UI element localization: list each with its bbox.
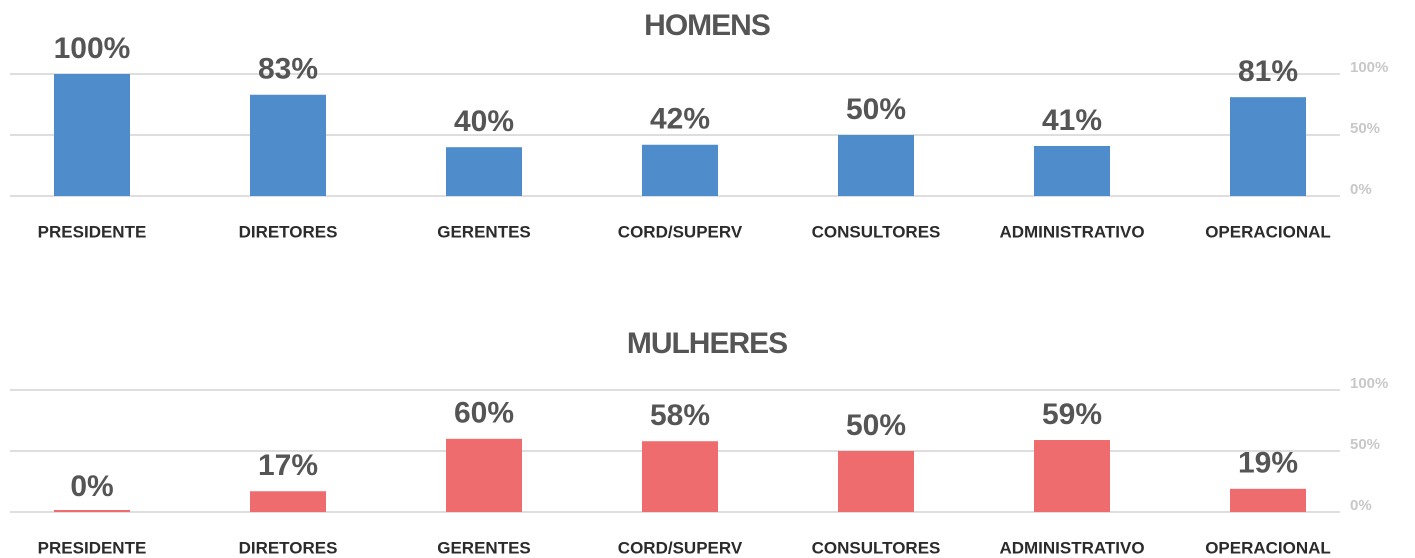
bar — [838, 451, 914, 512]
bar — [250, 491, 326, 512]
value-label: 81% — [1238, 55, 1298, 88]
bar — [838, 135, 914, 196]
value-label: 41% — [1042, 104, 1102, 137]
bar — [642, 441, 718, 512]
bar — [54, 74, 130, 196]
y-tick-label: 50% — [1350, 120, 1380, 137]
value-label: 58% — [650, 399, 710, 432]
value-label: 83% — [258, 53, 318, 86]
chart-title: HOMENS — [644, 9, 770, 42]
value-label: 59% — [1042, 398, 1102, 431]
value-label: 0% — [70, 470, 113, 503]
x-tick-label: CORD/SUPERV — [618, 222, 743, 241]
value-label: 40% — [454, 105, 514, 138]
bar — [446, 438, 522, 512]
value-label: 50% — [846, 409, 906, 442]
y-tick-label: 50% — [1350, 436, 1380, 453]
bar — [1230, 488, 1306, 512]
y-tick-label: 100% — [1350, 375, 1388, 392]
x-tick-label: DIRETORES — [239, 538, 338, 557]
x-tick-label: PRESIDENTE — [38, 222, 147, 241]
chart-title: MULHERES — [627, 327, 787, 360]
x-tick-label: CONSULTORES — [812, 538, 941, 557]
bar — [446, 147, 522, 196]
bar — [1230, 97, 1306, 196]
x-tick-label: PRESIDENTE — [38, 538, 147, 557]
x-tick-label: GERENTES — [437, 538, 531, 557]
x-tick-label: DIRETORES — [239, 222, 338, 241]
value-label: 50% — [846, 93, 906, 126]
value-label: 17% — [258, 449, 318, 482]
value-label: 60% — [454, 397, 514, 430]
bar — [642, 144, 718, 196]
y-tick-label: 0% — [1350, 181, 1372, 198]
x-tick-label: CORD/SUPERV — [618, 538, 743, 557]
value-label: 19% — [1238, 447, 1298, 480]
y-tick-label: 0% — [1350, 497, 1372, 514]
x-tick-label: GERENTES — [437, 222, 531, 241]
bar — [54, 510, 130, 512]
bar — [1034, 145, 1110, 196]
value-label: 100% — [54, 32, 131, 65]
x-tick-label: CONSULTORES — [812, 222, 941, 241]
value-label: 42% — [650, 103, 710, 136]
y-tick-label: 100% — [1350, 59, 1388, 76]
bar — [250, 94, 326, 196]
x-tick-label: ADMINISTRATIVO — [999, 538, 1144, 557]
bar — [1034, 440, 1110, 512]
x-tick-label: OPERACIONAL — [1205, 222, 1331, 241]
x-tick-label: ADMINISTRATIVO — [999, 222, 1144, 241]
x-tick-label: OPERACIONAL — [1205, 538, 1331, 557]
